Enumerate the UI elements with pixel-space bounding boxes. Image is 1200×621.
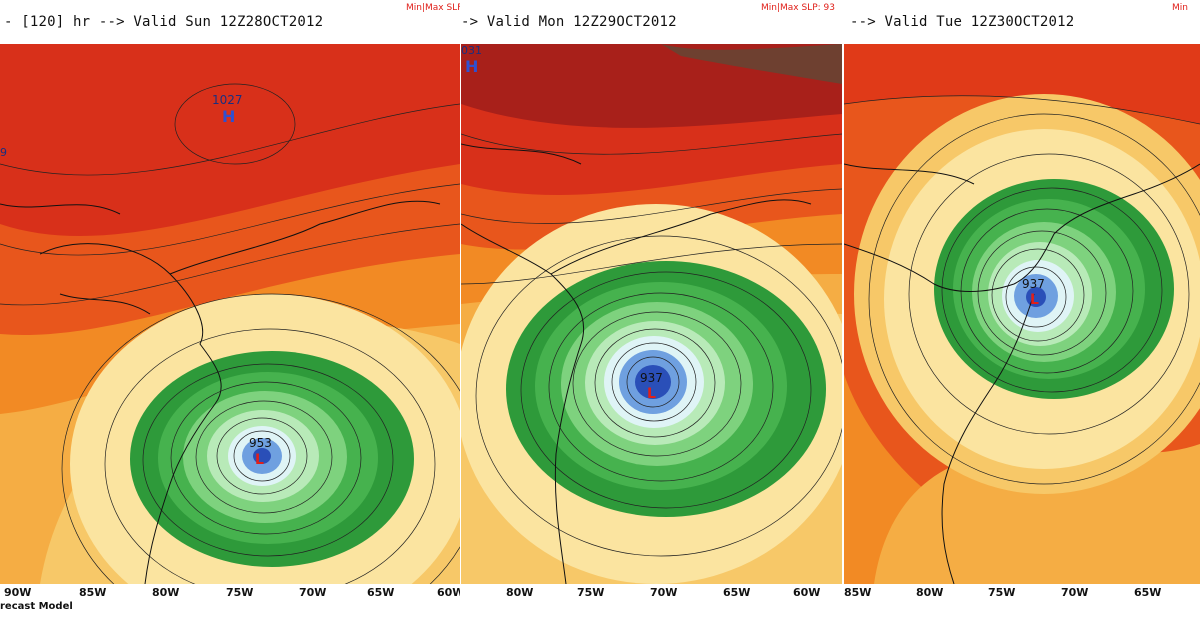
- longitude-axis: 90W 85W 80W 75W 70W 65W 60W: [0, 586, 460, 602]
- low-pressure-value: 937: [1022, 277, 1045, 291]
- pressure-map: 031 H 937 L: [461, 44, 842, 584]
- tick-label: 85W: [79, 586, 107, 599]
- tick-label: 75W: [577, 586, 605, 599]
- footer-label: recast Model: [0, 601, 73, 612]
- forecast-panel-3: --> Valid Tue 12Z30OCT2012 Min: [844, 0, 1200, 621]
- forecast-panel-2: -> Valid Mon 12Z29OCT2012 Min|Max SLP: 9…: [461, 0, 842, 621]
- panel-title: - [120] hr --> Valid Sun 12Z28OCT2012: [4, 14, 324, 30]
- tick-label: 70W: [1061, 586, 1089, 599]
- min-max-label: Min: [1172, 3, 1188, 13]
- tick-label: 65W: [1134, 586, 1162, 599]
- tick-label: 75W: [226, 586, 254, 599]
- pressure-map: 1027 H 9 953 L: [0, 44, 460, 584]
- tick-label: 80W: [152, 586, 180, 599]
- edge-label: 9: [0, 146, 7, 159]
- tick-label: 80W: [916, 586, 944, 599]
- high-pressure-symbol: H: [465, 57, 478, 76]
- longitude-axis: 85W 80W 75W 70W 65W: [844, 586, 1200, 602]
- low-pressure-symbol: L: [647, 386, 656, 402]
- tick-label: 80W: [506, 586, 534, 599]
- high-pressure-value: 1027: [212, 93, 243, 107]
- min-max-label: Min|Max SLP: 93: [761, 3, 835, 13]
- forecast-panel-1: - [120] hr --> Valid Sun 12Z28OCT2012 Mi…: [0, 0, 460, 621]
- min-max-label: Min|Max SLF: [406, 3, 460, 13]
- tick-label: 60W: [437, 586, 460, 599]
- low-pressure-symbol: L: [255, 452, 264, 468]
- tick-label: 70W: [299, 586, 327, 599]
- high-pressure-symbol: H: [222, 107, 235, 126]
- tick-label: 75W: [988, 586, 1016, 599]
- tick-label: 65W: [367, 586, 395, 599]
- tick-label: 70W: [650, 586, 678, 599]
- panel-title: -> Valid Mon 12Z29OCT2012: [461, 14, 677, 30]
- longitude-axis: 80W 75W 70W 65W 60W: [461, 586, 842, 602]
- low-pressure-value: 953: [249, 436, 272, 450]
- panel-title: --> Valid Tue 12Z30OCT2012: [850, 14, 1075, 30]
- low-pressure-value: 937: [640, 371, 663, 385]
- tick-label: 65W: [723, 586, 751, 599]
- low-pressure-symbol: L: [1030, 292, 1039, 308]
- tick-label: 85W: [844, 586, 872, 599]
- tick-label: 60W: [793, 586, 821, 599]
- pressure-map: 937 L: [844, 44, 1200, 584]
- tick-label: 90W: [4, 586, 32, 599]
- high-pressure-value: 031: [461, 44, 482, 57]
